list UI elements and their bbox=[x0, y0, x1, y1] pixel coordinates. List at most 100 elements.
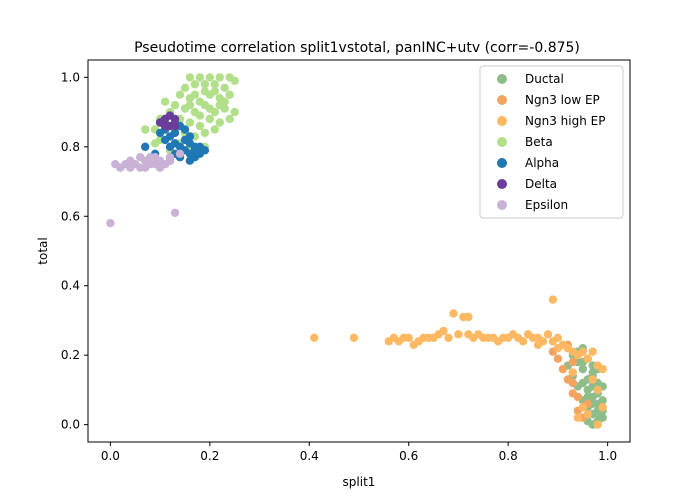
point-epsilon-19 bbox=[165, 156, 175, 165]
y-tick-label: 0.8 bbox=[61, 140, 80, 154]
legend-label-beta: Beta bbox=[525, 135, 553, 149]
point-ngn3-low-ep-2 bbox=[558, 364, 568, 374]
point-alpha-9 bbox=[165, 142, 175, 151]
point-beta-22 bbox=[170, 100, 180, 110]
point-beta-48 bbox=[175, 90, 185, 99]
point-ngn3-low-ep-0 bbox=[553, 354, 563, 363]
y-tick-label: 0.6 bbox=[61, 209, 80, 223]
point-ngn3-high-ep-42 bbox=[588, 347, 597, 356]
point-beta-49 bbox=[210, 87, 219, 96]
x-tick-label: 0.0 bbox=[101, 449, 120, 463]
y-axis: 0.0 0.2 0.4 0.6 0.8 1.0 bbox=[61, 70, 88, 432]
point-beta-46 bbox=[195, 111, 205, 120]
point-epsilon-16 bbox=[146, 153, 155, 162]
legend-marker-epsilon bbox=[497, 200, 507, 210]
point-ngn3-high-ep-50 bbox=[573, 413, 582, 422]
point-beta-8 bbox=[210, 80, 219, 89]
point-epsilon-21 bbox=[141, 163, 150, 172]
point-delta-3 bbox=[170, 114, 180, 124]
point-alpha-25 bbox=[180, 125, 190, 134]
point-ngn3-high-ep-33 bbox=[548, 295, 558, 304]
point-epsilon-0 bbox=[106, 219, 115, 228]
point-ngn3-low-ep-10 bbox=[573, 392, 582, 402]
x-axis-label: split1 bbox=[343, 475, 376, 489]
legend-marker-delta bbox=[497, 179, 507, 189]
y-tick-label: 0.2 bbox=[61, 348, 80, 362]
point-alpha-22 bbox=[141, 142, 150, 151]
point-beta-1 bbox=[185, 73, 195, 82]
point-ngn3-high-ep-40 bbox=[578, 347, 587, 356]
x-axis: 0.0 0.2 0.4 0.6 0.8 1.0 bbox=[101, 442, 617, 463]
point-beta-33 bbox=[200, 128, 210, 138]
point-beta-3 bbox=[205, 73, 214, 82]
point-epsilon-20 bbox=[150, 160, 160, 169]
point-ngn3-high-ep-55 bbox=[533, 340, 543, 349]
point-delta-6 bbox=[170, 121, 180, 131]
legend-label-ngn3-high-ep: Ngn3 high EP bbox=[525, 114, 605, 128]
point-beta-2 bbox=[195, 73, 205, 82]
point-ductal-34 bbox=[593, 410, 602, 419]
point-beta-6 bbox=[190, 80, 200, 89]
point-ductal-33 bbox=[583, 392, 592, 402]
point-beta-52 bbox=[190, 90, 200, 99]
point-beta-51 bbox=[200, 80, 210, 89]
y-tick-label: 0.4 bbox=[61, 279, 80, 293]
point-alpha-29 bbox=[185, 132, 195, 141]
point-beta-26 bbox=[205, 114, 214, 124]
point-ngn3-high-ep-57 bbox=[568, 368, 577, 377]
y-tick-label: 1.0 bbox=[61, 70, 80, 84]
point-epsilon-18 bbox=[126, 163, 135, 172]
point-ngn3-high-ep-51 bbox=[593, 420, 602, 429]
point-beta-4 bbox=[215, 73, 224, 82]
point-beta-29 bbox=[160, 97, 170, 106]
point-beta-9 bbox=[220, 83, 229, 93]
point-alpha-17 bbox=[200, 146, 210, 155]
point-ngn3-high-ep-16 bbox=[464, 312, 473, 322]
point-ductal-2 bbox=[578, 364, 587, 374]
legend: Ductal Ngn3 low EP Ngn3 high EP Beta Alpha De… bbox=[479, 65, 624, 219]
point-beta-27 bbox=[215, 118, 224, 127]
point-ngn3-high-ep-5 bbox=[404, 333, 413, 342]
y-axis-label: total bbox=[36, 237, 50, 264]
legend-label-ductal: Ductal bbox=[525, 72, 564, 86]
point-epsilon-14 bbox=[175, 149, 185, 158]
point-delta-5 bbox=[160, 121, 170, 131]
point-ngn3-high-ep-47 bbox=[598, 403, 607, 412]
x-tick-label: 0.2 bbox=[200, 449, 219, 463]
point-alpha-12 bbox=[160, 135, 170, 145]
legend-marker-beta bbox=[497, 137, 507, 147]
point-epsilon-13 bbox=[170, 208, 180, 217]
point-alpha-24 bbox=[155, 128, 165, 138]
point-epsilon-15 bbox=[136, 153, 145, 162]
point-ngn3-high-ep-35 bbox=[553, 333, 563, 342]
point-beta-43 bbox=[225, 114, 234, 124]
point-ngn3-high-ep-48 bbox=[583, 410, 592, 419]
point-alpha-10 bbox=[170, 128, 180, 138]
legend-label-ngn3-low-ep: Ngn3 low EP bbox=[525, 93, 600, 107]
point-ngn3-high-ep-54 bbox=[469, 333, 478, 342]
point-beta-47 bbox=[185, 100, 195, 110]
point-alpha-28 bbox=[190, 146, 200, 155]
point-ngn3-high-ep-46 bbox=[593, 385, 602, 395]
legend-label-delta: Delta bbox=[525, 177, 557, 191]
point-ngn3-high-ep-53 bbox=[394, 337, 403, 346]
x-tick-label: 1.0 bbox=[598, 449, 617, 463]
point-ngn3-high-ep-52 bbox=[419, 333, 428, 342]
x-tick-label: 0.6 bbox=[399, 449, 418, 463]
point-beta-34 bbox=[210, 125, 219, 134]
point-ngn3-low-ep-7 bbox=[568, 357, 577, 367]
legend-marker-ductal bbox=[497, 74, 507, 84]
point-ductal-13 bbox=[598, 396, 607, 405]
point-ngn3-high-ep-13 bbox=[449, 309, 458, 318]
point-beta-10 bbox=[230, 76, 239, 86]
point-ngn3-high-ep-45 bbox=[588, 375, 597, 384]
point-beta-0 bbox=[180, 83, 190, 93]
legend-label-epsilon: Epsilon bbox=[525, 198, 568, 212]
legend-label-alpha: Alpha bbox=[525, 156, 559, 170]
legend-marker-ngn3-low-ep bbox=[497, 95, 507, 105]
point-ngn3-high-ep-41 bbox=[583, 354, 592, 363]
legend-marker-alpha bbox=[497, 158, 507, 168]
x-tick-label: 0.8 bbox=[499, 449, 518, 463]
plot-area-frame bbox=[87, 59, 631, 443]
